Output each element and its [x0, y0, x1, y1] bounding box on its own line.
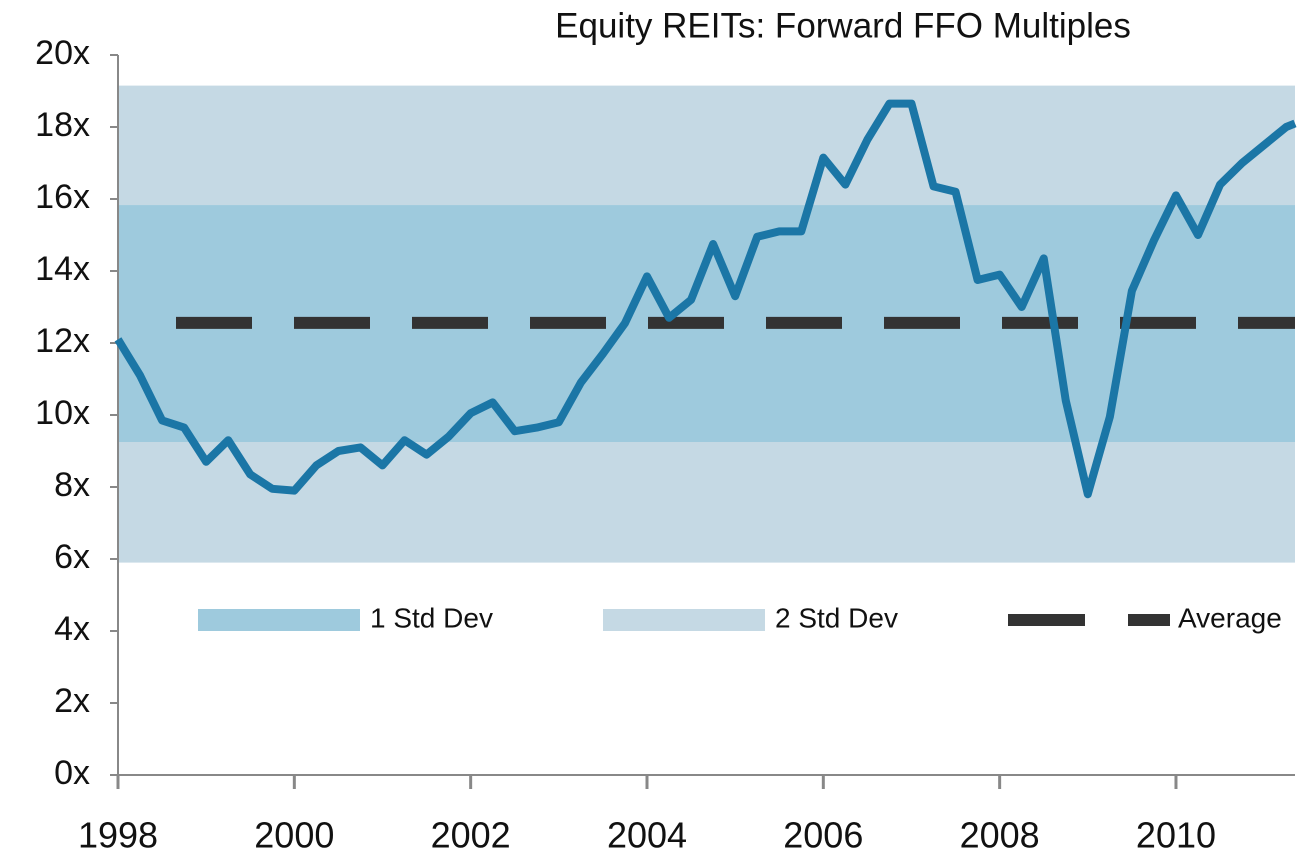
x-tick-label: 1998: [78, 815, 158, 856]
x-tick-label: 2010: [1136, 815, 1216, 856]
data-line: [114, 99, 1297, 499]
y-tick-label: 12x: [35, 322, 90, 360]
x-tick-label: 2004: [607, 815, 687, 856]
x-tick-label: 2006: [783, 815, 863, 856]
y-tick-label: 6x: [54, 538, 90, 576]
y-tick-label: 0x: [54, 754, 90, 792]
y-tick-label: 14x: [35, 250, 90, 288]
y-tick-label: 18x: [35, 106, 90, 144]
y-tick-label: 4x: [54, 610, 90, 648]
legend-label: Average: [1178, 602, 1282, 633]
y-tick-label: 20x: [35, 34, 90, 72]
y-tick-label: 2x: [54, 682, 90, 720]
legend-label: 2 Std Dev: [775, 602, 898, 633]
x-tick-label: 2008: [960, 815, 1040, 856]
y-tick-label: 16x: [35, 178, 90, 216]
legend-swatch: [198, 609, 360, 631]
x-tick-label: 2002: [431, 815, 511, 856]
legend-swatch: [603, 609, 765, 631]
x-tick-label: 2000: [254, 815, 334, 856]
legend-label: 1 Std Dev: [370, 602, 493, 633]
y-tick-label: 10x: [35, 394, 90, 432]
y-tick-label: 8x: [54, 466, 90, 504]
chart-title: Equity REITs: Forward FFO Multiples: [555, 6, 1131, 45]
